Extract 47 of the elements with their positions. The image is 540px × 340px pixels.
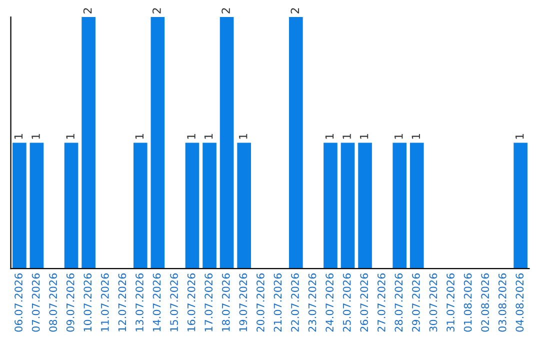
x-tick-label: 09.07.2026 bbox=[66, 273, 74, 332]
x-tick-label: 27.07.2026 bbox=[377, 273, 386, 332]
data-label: 1 bbox=[360, 134, 368, 139]
x-tick-label: 06.07.2026 bbox=[14, 273, 22, 332]
x-tick-label: 29.07.2026 bbox=[412, 273, 420, 332]
data-label: 1 bbox=[412, 134, 420, 139]
data-label: 1 bbox=[516, 134, 524, 139]
data-label: 1 bbox=[66, 134, 74, 139]
data-label: 1 bbox=[325, 134, 334, 139]
data-label: 2 bbox=[222, 8, 230, 14]
data-label: 1 bbox=[204, 134, 213, 139]
x-tick-label: 13.07.2026 bbox=[136, 273, 144, 332]
x-tick-label: 24.07.2026 bbox=[326, 273, 334, 332]
data-label: 1 bbox=[32, 134, 40, 139]
x-tick-label: 16.07.2026 bbox=[187, 273, 196, 332]
data-label: 2 bbox=[290, 8, 299, 14]
x-tick-label: 31.07.2026 bbox=[446, 273, 454, 332]
data-label: 1 bbox=[239, 134, 248, 139]
x-tick-label: 07.07.2026 bbox=[32, 273, 40, 332]
data-label: 2 bbox=[152, 8, 161, 14]
data-label: 1 bbox=[187, 134, 196, 139]
x-tick-label: 25.07.2026 bbox=[342, 273, 351, 332]
x-tick-label: 30.07.2026 bbox=[429, 273, 438, 332]
x-tick-label: 28.07.2026 bbox=[394, 273, 403, 332]
x-tick-label: 08.07.2026 bbox=[49, 273, 58, 332]
x-tick-label: 21.07.2026 bbox=[274, 273, 282, 332]
x-tick-label: 20.07.2026 bbox=[256, 273, 264, 332]
data-label: 1 bbox=[342, 134, 351, 139]
x-tick-label: 26.07.2026 bbox=[360, 273, 368, 332]
x-tick-label: 10.07.2026 bbox=[84, 273, 92, 332]
x-tick-label: 23.07.2026 bbox=[308, 273, 316, 332]
x-tick-label: 18.07.2026 bbox=[222, 273, 230, 332]
x-tick-label: 15.07.2026 bbox=[170, 273, 178, 332]
x-tick-label: 03.08.2026 bbox=[498, 273, 506, 332]
x-tick-label: 14.07.2026 bbox=[152, 273, 161, 332]
x-tick-label: 01.08.2026 bbox=[464, 273, 472, 332]
data-label: 2 bbox=[83, 8, 92, 14]
x-tick-label: 19.07.2026 bbox=[239, 273, 248, 332]
x-tick-label: 04.08.2026 bbox=[516, 273, 524, 332]
data-label: 1 bbox=[394, 134, 403, 139]
data-label: 1 bbox=[14, 134, 23, 139]
data-label: 1 bbox=[135, 134, 144, 139]
x-tick-label: 22.07.2026 bbox=[291, 273, 299, 332]
x-tick-label: 11.07.2026 bbox=[100, 273, 109, 332]
x-tick-label: 02.08.2026 bbox=[481, 273, 490, 332]
x-tick-label: 17.07.2026 bbox=[204, 273, 213, 332]
x-tick-label: 12.07.2026 bbox=[118, 273, 126, 332]
